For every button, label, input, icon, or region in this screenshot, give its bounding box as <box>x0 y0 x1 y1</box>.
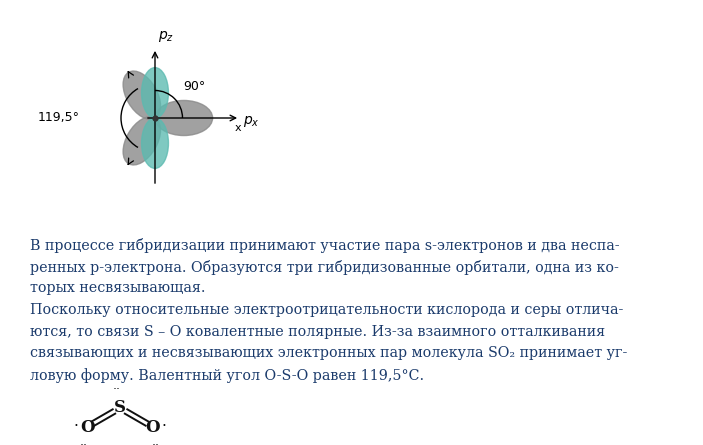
Text: $p_z$: $p_z$ <box>158 29 174 44</box>
Text: $p_x$: $p_x$ <box>243 114 259 129</box>
Text: В процессе гибридизации принимают участие пара s-электронов и два неспа-: В процессе гибридизации принимают участи… <box>30 238 619 253</box>
Text: ·: · <box>74 420 79 434</box>
Text: ·: · <box>162 420 167 434</box>
Ellipse shape <box>155 101 212 136</box>
Text: связывающих и несвязывающих электронных пар молекула SO₂ принимает уг-: связывающих и несвязывающих электронных … <box>30 346 627 360</box>
Text: ··: ·· <box>113 383 121 396</box>
Text: S: S <box>114 400 126 417</box>
Ellipse shape <box>123 117 160 165</box>
Ellipse shape <box>141 68 169 118</box>
Text: ··: ·· <box>152 439 160 445</box>
Text: 90°: 90° <box>183 80 205 93</box>
Ellipse shape <box>141 118 169 168</box>
Text: O: O <box>79 418 94 436</box>
Ellipse shape <box>123 71 160 119</box>
Text: x: x <box>235 123 242 133</box>
Text: Поскольку относительные электроотрицательности кислорода и серы отлича-: Поскольку относительные электроотрицател… <box>30 303 624 317</box>
Text: ются, то связи S – O ковалентные полярные. Из-за взаимного отталкивания: ются, то связи S – O ковалентные полярны… <box>30 324 605 339</box>
Text: O: O <box>146 418 160 436</box>
Text: ренных p-электронa. Образуются три гибридизованные орбитали, одна из ко-: ренных p-электронa. Образуются три гибри… <box>30 259 619 275</box>
Text: 119,5°: 119,5° <box>38 112 80 125</box>
Text: ловую форму. Валентный угол O-S-O равен 119,5°С.: ловую форму. Валентный угол O-S-O равен … <box>30 368 424 383</box>
Text: торых несвязывающая.: торых несвязывающая. <box>30 281 205 295</box>
Text: ··: ·· <box>80 439 88 445</box>
